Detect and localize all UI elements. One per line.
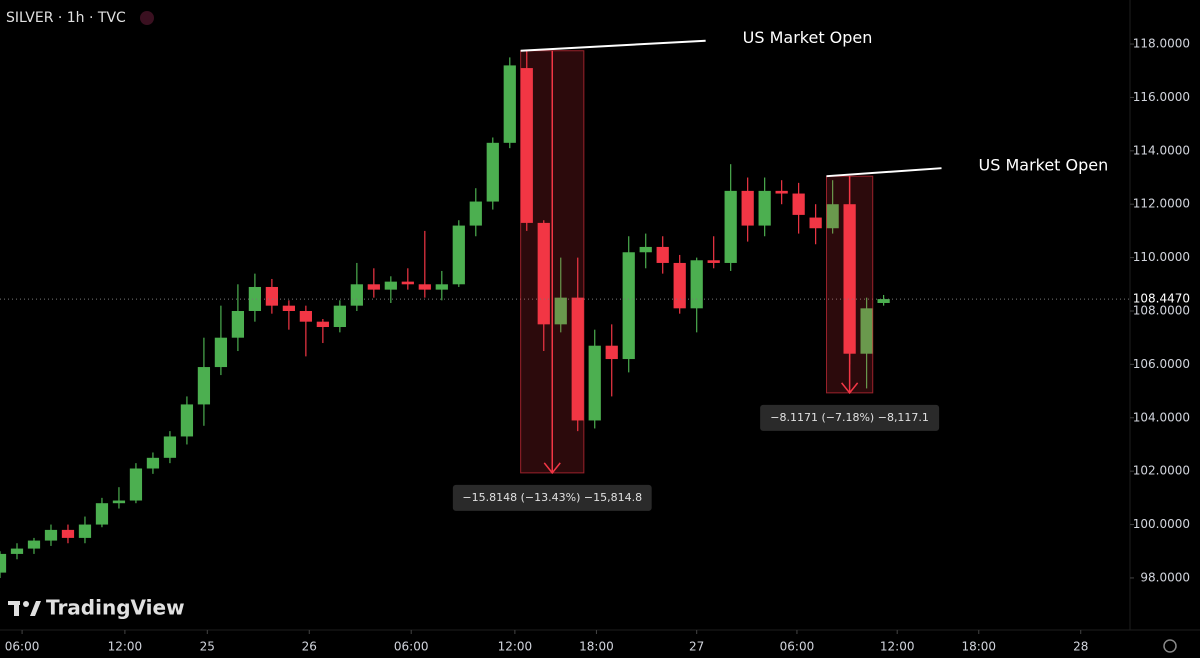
- candle-body: [180, 404, 194, 437]
- candle-body: [163, 436, 177, 458]
- candle-body: [690, 260, 703, 309]
- y-tick-label: 102.0000: [1133, 464, 1190, 478]
- candle-body: [231, 310, 245, 338]
- x-tick-label: 18:00: [961, 640, 996, 654]
- candle-body: [707, 260, 720, 263]
- candle-body: [435, 284, 448, 290]
- measure-label: −8.1171 (−7.18%) −8,117.1: [770, 411, 929, 424]
- candle-body: [78, 524, 92, 538]
- x-tick-label: 06:00: [394, 640, 429, 654]
- y-tick-label: 100.0000: [1133, 517, 1190, 531]
- x-tick-label: 12:00: [108, 640, 143, 654]
- candle-body: [469, 201, 482, 226]
- candle-body: [741, 190, 754, 226]
- candle-body: [0, 553, 7, 573]
- x-tick-label: 06:00: [780, 640, 815, 654]
- candle-body: [95, 503, 109, 525]
- candle-body: [792, 193, 805, 215]
- y-tick-label: 118.0000: [1133, 37, 1190, 51]
- candle-body: [401, 281, 414, 285]
- candle-body: [299, 310, 312, 322]
- candle-body: [860, 308, 873, 354]
- candle-body: [622, 252, 635, 360]
- x-tick-label: 12:00: [880, 640, 915, 654]
- annotation-line: [520, 39, 706, 52]
- candle-body: [129, 468, 143, 501]
- measure-label-box: [760, 404, 940, 431]
- x-tick-label: 12:00: [498, 640, 533, 654]
- x-tick-label: 26: [302, 640, 317, 654]
- y-tick-label: 112.0000: [1133, 197, 1190, 211]
- candle-body: [656, 246, 669, 263]
- candle-body: [112, 500, 126, 504]
- logo-mark: [8, 601, 41, 616]
- status-icon: [140, 11, 154, 25]
- y-tick-label: 110.0000: [1133, 250, 1190, 264]
- measure-label: −15.8148 (−13.43%) −15,814.8: [462, 491, 642, 504]
- y-tick-label: 98.0000: [1140, 570, 1190, 584]
- candle-body: [673, 262, 686, 309]
- annotation-text: US Market Open: [979, 156, 1109, 175]
- candle-body: [520, 68, 533, 223]
- candle-body: [367, 284, 380, 290]
- candle-body: [724, 190, 737, 263]
- settings-icon[interactable]: [1163, 639, 1177, 653]
- measure-arrow-head: [543, 462, 561, 475]
- x-tick-label: 25: [200, 640, 215, 654]
- y-tick-label: 108.0000: [1133, 303, 1190, 317]
- measure-arrow-head: [841, 382, 859, 395]
- candle-body: [877, 299, 890, 303]
- candle-body: [486, 142, 499, 202]
- candle-body: [61, 529, 75, 538]
- y-tick-label: 106.0000: [1133, 357, 1190, 371]
- candle-body: [333, 305, 346, 328]
- candle-body: [214, 337, 228, 368]
- measure-label-box: [452, 484, 652, 511]
- y-tick-label: 114.0000: [1133, 143, 1190, 157]
- candle-body: [758, 190, 771, 226]
- logo-text: TradingView: [46, 596, 185, 620]
- candle-body: [571, 297, 584, 421]
- last-price-label: 108.4470: [1133, 292, 1190, 306]
- x-tick-label: 28: [1073, 640, 1088, 654]
- y-tick-label: 104.0000: [1133, 410, 1190, 424]
- candle-body: [146, 457, 160, 469]
- candle-body: [384, 281, 397, 290]
- candle-body: [265, 286, 278, 306]
- x-tick-label: 18:00: [579, 640, 614, 654]
- candle-body: [554, 297, 567, 325]
- candle-body: [248, 286, 262, 311]
- x-tick-label: 27: [689, 640, 704, 654]
- candle-body: [826, 204, 839, 229]
- candle-body: [282, 305, 295, 311]
- candle-body: [27, 540, 41, 549]
- candle-body: [197, 367, 211, 405]
- candle-body: [10, 548, 24, 554]
- candle-body: [418, 284, 431, 290]
- candle-body: [503, 65, 516, 143]
- candle-body: [452, 225, 465, 285]
- candle-body: [775, 190, 788, 194]
- y-tick-label: 116.0000: [1133, 90, 1190, 104]
- annotation-line: [826, 167, 942, 178]
- annotation-text: US Market Open: [743, 28, 873, 47]
- chart-title: SILVER · 1h · TVC: [6, 10, 126, 26]
- candle-body: [316, 321, 329, 328]
- candle-body: [44, 529, 58, 541]
- candle-body: [639, 246, 652, 253]
- candle-body: [605, 345, 618, 360]
- candle-body: [350, 284, 363, 306]
- candle-body: [588, 345, 601, 421]
- candle-body: [809, 217, 822, 229]
- x-tick-label: 06:00: [5, 640, 40, 654]
